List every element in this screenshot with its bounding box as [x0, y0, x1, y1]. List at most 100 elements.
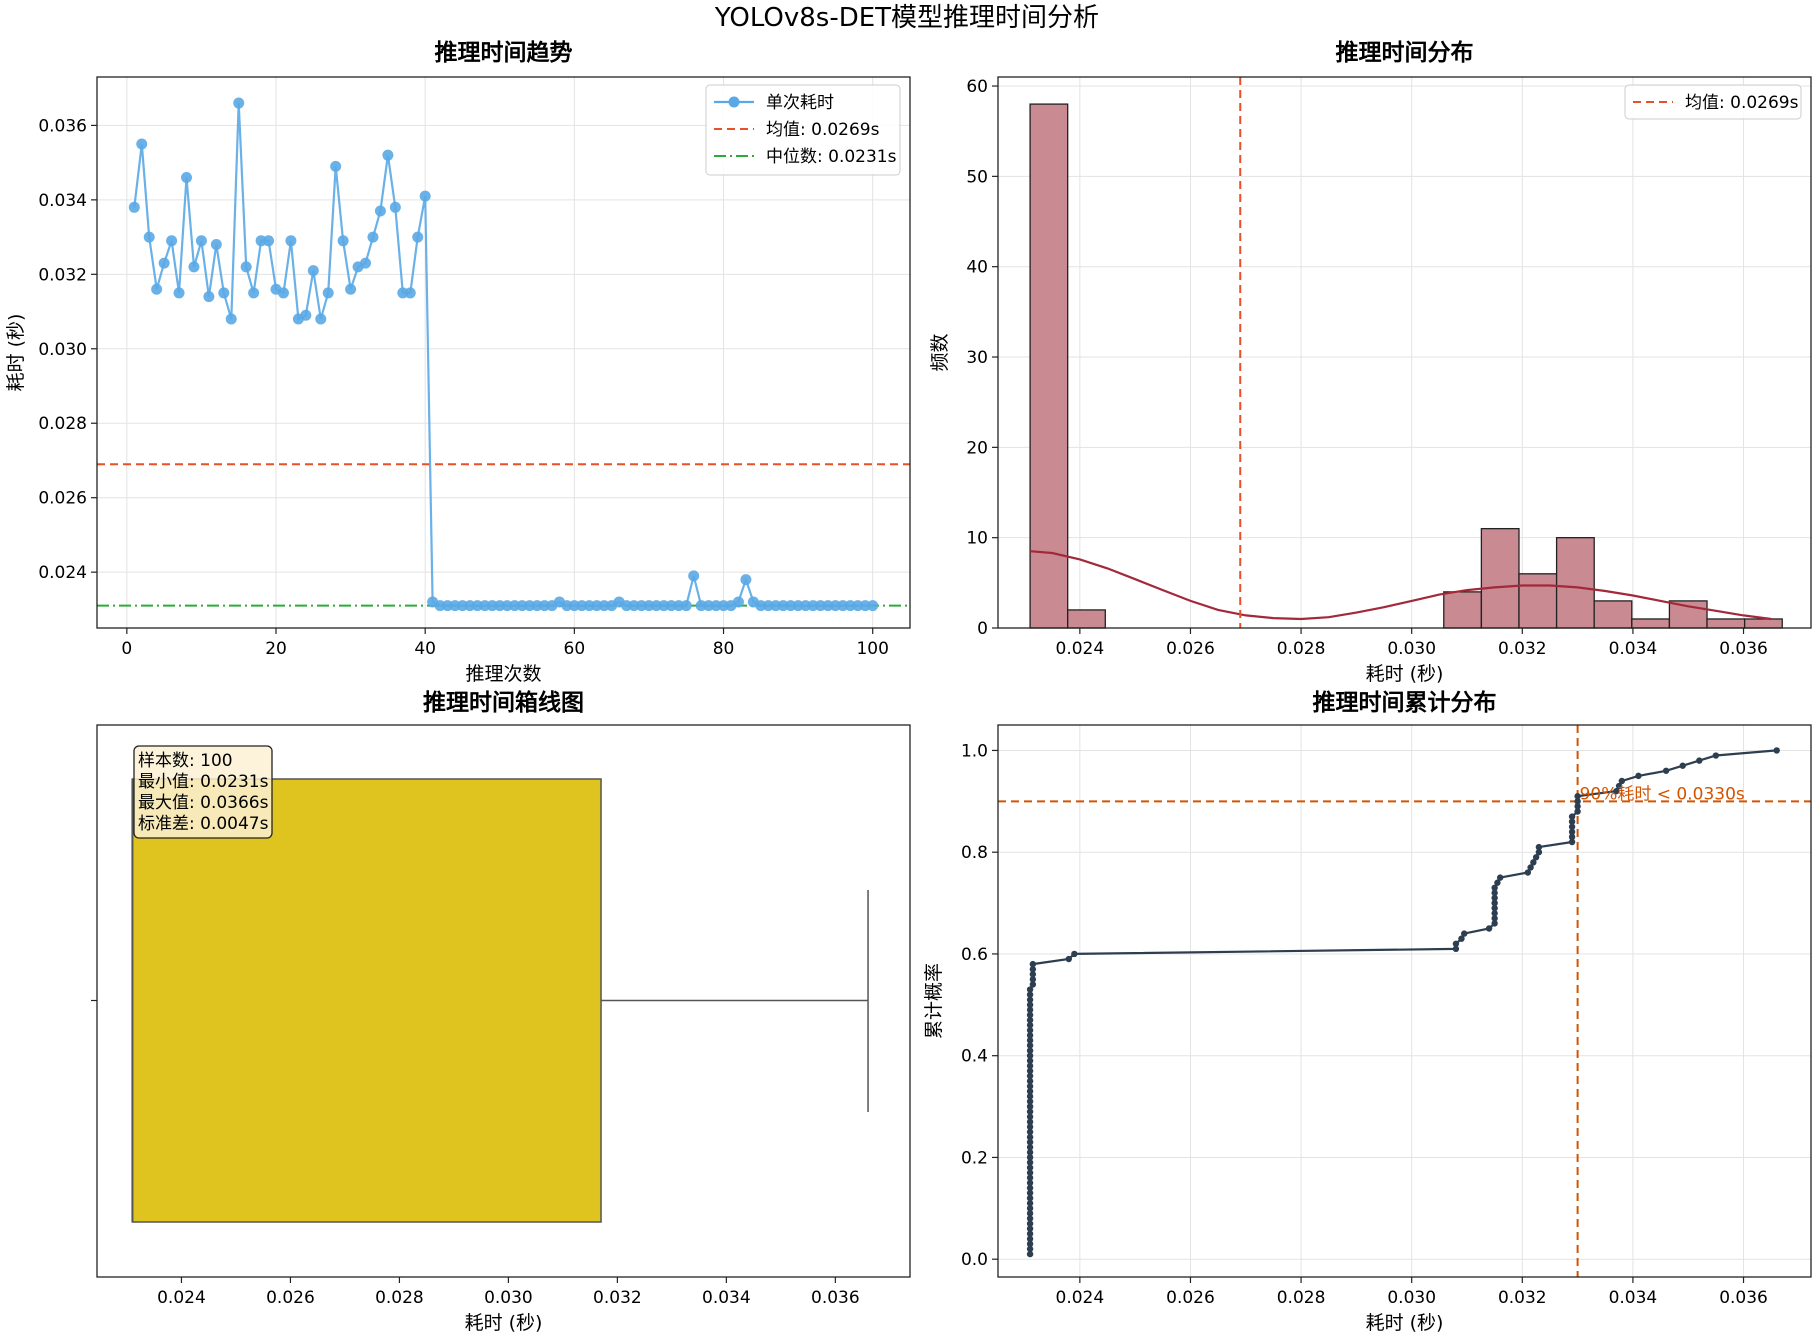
cdf-point — [1026, 1128, 1034, 1136]
cdf-point — [1026, 1103, 1034, 1110]
cdf-point — [1026, 1042, 1034, 1049]
cdf-point — [1574, 798, 1581, 805]
x-tick-label: 60 — [564, 639, 586, 659]
histogram-bar — [1555, 537, 1595, 629]
x-tick-label: 0.028 — [1277, 1288, 1326, 1308]
cdf-point — [1532, 854, 1540, 861]
x-tick-label: 0.032 — [593, 1288, 642, 1308]
axes-frame — [997, 76, 1812, 629]
cdf-point — [1568, 833, 1576, 841]
cdf-point — [1491, 910, 1498, 917]
y-tick-label: 0.032 — [38, 265, 87, 285]
x-axis-label: 耗时 (秒) — [465, 1312, 543, 1333]
cdf-point — [1615, 782, 1623, 790]
figure-title: YOLOv8s-DET模型推理时间分析 — [714, 3, 1099, 33]
histogram-bar — [1443, 591, 1483, 629]
cdf-point — [1026, 1174, 1034, 1181]
data-point — [867, 600, 879, 612]
cdf-point — [1026, 1210, 1034, 1217]
cdf-point — [1491, 889, 1498, 897]
cdf-point — [1026, 1067, 1034, 1075]
x-axis-label: 推理次数 — [465, 663, 541, 685]
cdf-point — [1029, 971, 1037, 978]
cdf-point — [1026, 1088, 1034, 1095]
cdf-point — [1026, 1205, 1034, 1212]
x-tick-label: 0.034 — [1609, 639, 1658, 659]
x-tick-label: 100 — [856, 639, 888, 659]
data-point — [337, 235, 349, 247]
histogram-bar — [1593, 600, 1633, 629]
data-point — [248, 287, 260, 299]
cdf-point — [1029, 960, 1037, 968]
cdf-point — [1026, 986, 1034, 993]
data-point — [688, 570, 700, 582]
y-tick-label: 0.2 — [961, 1148, 988, 1168]
cdf-point — [1026, 1027, 1034, 1034]
x-tick-label: 0.026 — [1166, 1288, 1215, 1308]
stats-line: 最小值: 0.0231s — [138, 772, 269, 792]
cdf-point — [1026, 1215, 1034, 1222]
cdf-point — [1524, 869, 1532, 876]
data-point — [330, 160, 342, 172]
cdf-point — [1535, 843, 1543, 851]
cdf-point — [1461, 930, 1468, 937]
cdf-point — [1026, 1164, 1034, 1171]
data-point — [374, 205, 386, 217]
cdf-point — [1026, 1235, 1034, 1243]
data-point — [367, 231, 379, 243]
data-point — [307, 265, 319, 277]
y-tick-label: 0.8 — [961, 843, 988, 863]
data-point — [188, 261, 200, 273]
y-tick-label: 0.036 — [38, 116, 87, 136]
cdf-point — [1026, 1138, 1034, 1146]
cdf-point — [1026, 1118, 1034, 1126]
cdf-point — [1574, 808, 1581, 815]
data-point — [143, 231, 155, 243]
y-tick-label: 0.030 — [38, 340, 87, 360]
cdf-point — [1026, 1032, 1034, 1039]
x-tick-label: 0.032 — [1498, 639, 1547, 659]
stats-line: 样本数: 100 — [138, 751, 233, 771]
data-point — [181, 172, 193, 184]
histogram-panel: 0.024 0.026 0.028 0.030 0.032 0.034 0.036 0 10 20… — [929, 39, 1812, 685]
data-point — [404, 287, 416, 299]
data-point — [151, 283, 163, 295]
data-point — [233, 97, 245, 109]
x-tick-label: 0.030 — [484, 1288, 533, 1308]
data-point — [360, 257, 372, 269]
legend-label-mean: 均值: 0.0269s — [1685, 93, 1799, 113]
cdf-point — [1712, 752, 1720, 759]
histogram-bar — [1067, 609, 1106, 629]
histogram-bar — [1029, 103, 1069, 629]
cdf-point — [1026, 1108, 1034, 1115]
x-axis-label: 耗时 (秒) — [1366, 1312, 1444, 1333]
cdf-point — [1494, 879, 1501, 886]
cdf-point — [1452, 945, 1460, 953]
x-tick-label: 0.032 — [1498, 1288, 1547, 1308]
legend-label-mean: 均值: 0.0269s — [766, 120, 880, 140]
stats-line: 最大值: 0.0366s — [138, 793, 269, 813]
cdf-point — [1491, 920, 1498, 927]
data-point — [322, 287, 334, 299]
x-tick-label: 0.030 — [1387, 639, 1436, 659]
legend-box — [705, 84, 901, 176]
data-point — [412, 231, 424, 243]
x-axis-label: 耗时 (秒) — [1366, 663, 1444, 685]
x-tick-label: 0.026 — [266, 1288, 315, 1308]
box-iqr — [131, 778, 602, 1223]
cdf-point — [1026, 1052, 1034, 1059]
cdf-point — [1026, 1225, 1034, 1232]
cdf-point — [1026, 1006, 1034, 1014]
data-point — [680, 600, 692, 612]
axes-frame — [96, 76, 911, 629]
x-tick-label: 0.030 — [1387, 1288, 1436, 1308]
histogram-bar — [1668, 600, 1708, 629]
y-tick-label: 0.024 — [38, 563, 87, 583]
y-tick-label: 0.034 — [38, 191, 87, 211]
cdf-point — [1026, 1077, 1034, 1085]
stats-line: 标准差: 0.0047s — [138, 814, 269, 834]
data-point — [315, 313, 327, 325]
cdf-point — [1026, 1194, 1034, 1202]
legend-label-median: 中位数: 0.0231s — [766, 147, 897, 167]
